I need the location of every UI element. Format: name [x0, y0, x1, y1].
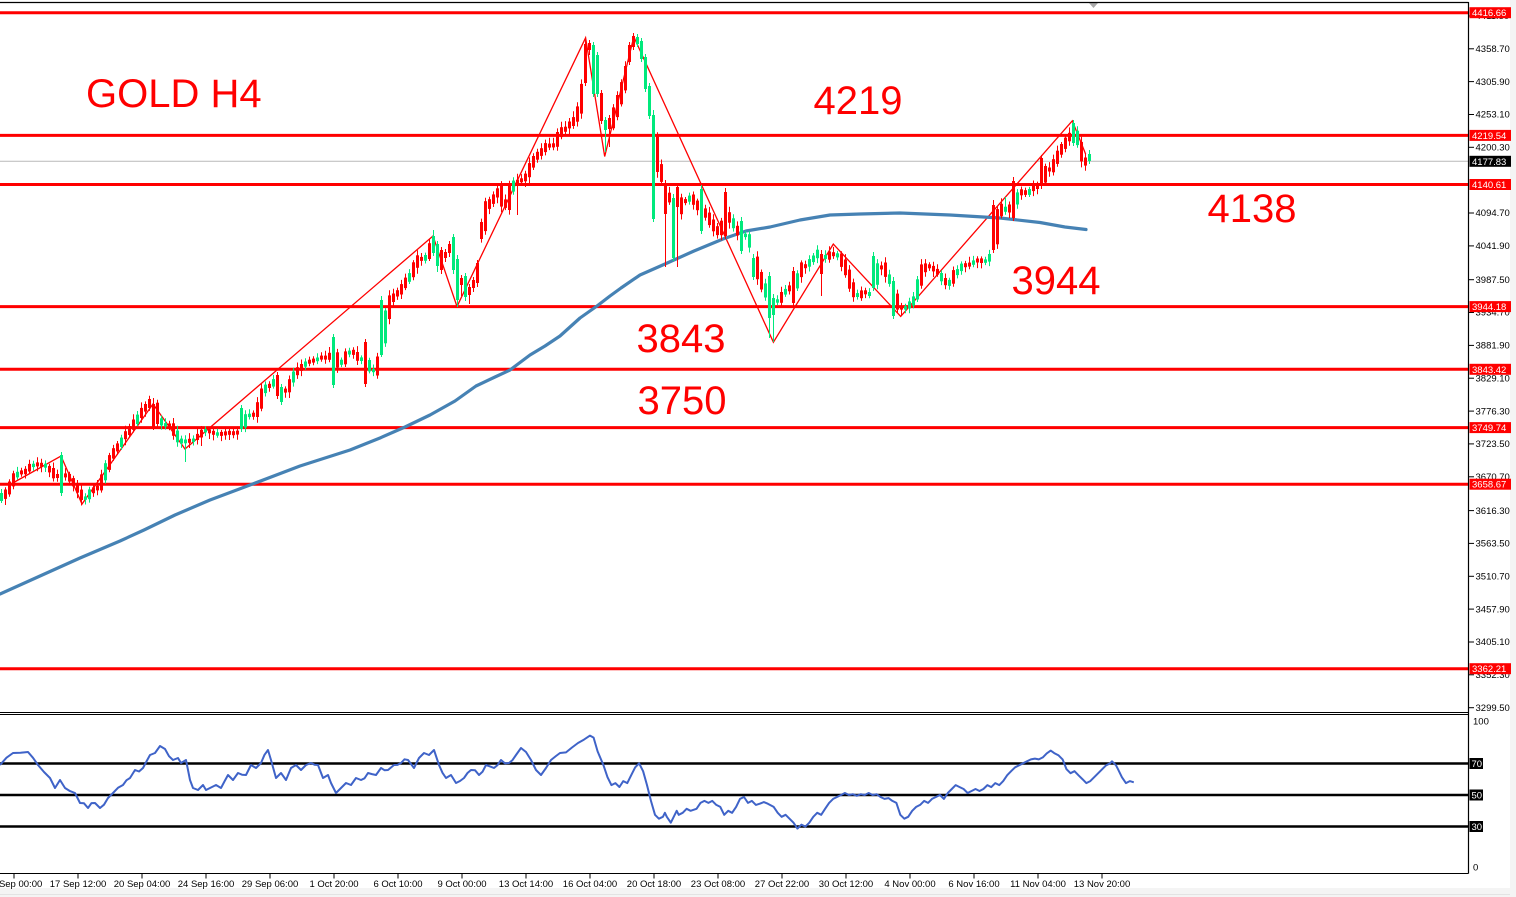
svg-text:11 Nov 04:00: 11 Nov 04:00 — [1010, 879, 1066, 890]
svg-text:3843.42: 3843.42 — [1472, 365, 1506, 376]
svg-text:30 Oct 12:00: 30 Oct 12:00 — [819, 879, 873, 890]
svg-text:4358.70: 4358.70 — [1476, 44, 1510, 55]
svg-text:GOLD H4: GOLD H4 — [86, 72, 262, 116]
svg-text:17 Sep 12:00: 17 Sep 12:00 — [50, 879, 107, 890]
svg-text:27 Oct 22:00: 27 Oct 22:00 — [755, 879, 809, 890]
svg-text:4416.66: 4416.66 — [1472, 8, 1506, 19]
svg-text:23 Oct 08:00: 23 Oct 08:00 — [691, 879, 745, 890]
svg-text:3405.10: 3405.10 — [1476, 637, 1510, 648]
svg-text:3563.50: 3563.50 — [1476, 539, 1510, 550]
svg-text:4138: 4138 — [1208, 187, 1297, 231]
svg-text:9 Oct 00:00: 9 Oct 00:00 — [437, 879, 486, 890]
svg-text:3510.70: 3510.70 — [1476, 572, 1510, 583]
svg-text:3670.70: 3670.70 — [1476, 472, 1510, 483]
svg-text:20 Sep 04:00: 20 Sep 04:00 — [114, 879, 171, 890]
svg-text:20 Oct 18:00: 20 Oct 18:00 — [627, 879, 681, 890]
svg-text:4041.90: 4041.90 — [1476, 241, 1510, 252]
svg-text:3723.50: 3723.50 — [1476, 439, 1510, 450]
svg-text:3362.21: 3362.21 — [1472, 664, 1506, 675]
svg-text:6 Nov 16:00: 6 Nov 16:00 — [948, 879, 999, 890]
svg-text:13 Nov 20:00: 13 Nov 20:00 — [1074, 879, 1131, 890]
svg-text:13 Oct 14:00: 13 Oct 14:00 — [499, 879, 553, 890]
svg-text:3944: 3944 — [1012, 259, 1101, 303]
svg-text:30: 30 — [1472, 822, 1483, 833]
svg-text:16 Oct 04:00: 16 Oct 04:00 — [563, 879, 617, 890]
svg-text:4200.30: 4200.30 — [1476, 143, 1510, 154]
svg-text:4094.70: 4094.70 — [1476, 208, 1510, 219]
svg-text:3934.70: 3934.70 — [1476, 308, 1510, 319]
svg-text:100: 100 — [1473, 717, 1489, 728]
svg-text:3987.50: 3987.50 — [1476, 275, 1510, 286]
svg-text:3750: 3750 — [638, 379, 727, 423]
svg-text:4305.90: 4305.90 — [1476, 77, 1510, 88]
svg-text:50: 50 — [1472, 791, 1483, 802]
svg-text:15 Sep 00:00: 15 Sep 00:00 — [0, 879, 42, 890]
svg-text:3299.50: 3299.50 — [1476, 703, 1510, 714]
svg-text:3944.18: 3944.18 — [1472, 302, 1506, 313]
svg-text:6 Oct 10:00: 6 Oct 10:00 — [373, 879, 422, 890]
svg-text:4177.83: 4177.83 — [1472, 157, 1506, 168]
svg-text:3616.30: 3616.30 — [1476, 506, 1510, 517]
svg-text:70: 70 — [1472, 759, 1483, 770]
svg-text:3658.67: 3658.67 — [1472, 480, 1506, 491]
svg-text:4219: 4219 — [814, 79, 903, 123]
svg-text:29 Sep 06:00: 29 Sep 06:00 — [242, 879, 299, 890]
svg-text:3881.90: 3881.90 — [1476, 341, 1510, 352]
svg-text:4253.10: 4253.10 — [1476, 110, 1510, 121]
svg-text:24 Sep 16:00: 24 Sep 16:00 — [178, 879, 235, 890]
svg-text:4 Nov 00:00: 4 Nov 00:00 — [884, 879, 935, 890]
svg-text:3749.74: 3749.74 — [1472, 423, 1506, 434]
svg-text:4219.54: 4219.54 — [1472, 131, 1506, 142]
svg-text:3829.10: 3829.10 — [1476, 373, 1510, 384]
svg-text:3457.90: 3457.90 — [1476, 604, 1510, 615]
svg-text:3843: 3843 — [637, 317, 726, 361]
svg-text:0: 0 — [1473, 863, 1478, 874]
svg-text:3776.30: 3776.30 — [1476, 406, 1510, 417]
svg-text:3352.30: 3352.30 — [1476, 670, 1510, 681]
svg-text:4140.61: 4140.61 — [1472, 180, 1506, 191]
svg-text:1 Oct 20:00: 1 Oct 20:00 — [309, 879, 358, 890]
